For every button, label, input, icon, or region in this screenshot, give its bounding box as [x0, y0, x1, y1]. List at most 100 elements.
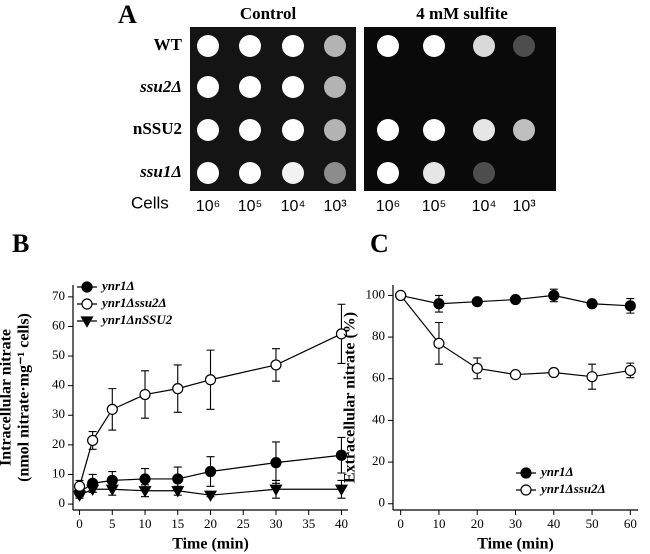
spot	[473, 119, 495, 141]
series-line	[78, 333, 342, 487]
y-axis-title: Intracellular nitrate	[0, 329, 15, 466]
y-tick-label: 60	[372, 370, 385, 385]
marker	[509, 293, 522, 306]
marker	[86, 484, 100, 496]
spot	[324, 119, 346, 141]
marker	[73, 490, 87, 502]
marker	[204, 374, 217, 386]
marker	[204, 465, 217, 478]
legend-label: ynr1Δ	[539, 464, 574, 479]
x-tick-label: 35	[302, 516, 315, 531]
y-tick-label: 40	[372, 411, 385, 426]
marker	[471, 362, 483, 374]
spot	[423, 35, 445, 57]
spot	[282, 119, 304, 141]
spot	[423, 119, 445, 141]
marker	[624, 300, 636, 312]
y-tick-label: 30	[52, 406, 65, 421]
dilution-label: 10³	[512, 198, 536, 215]
spot	[423, 162, 445, 184]
y-tick-label: 50	[52, 347, 65, 362]
y-tick-label: 0	[379, 495, 386, 510]
x-axis-title: Time (min)	[172, 536, 249, 553]
x-tick-label: 30	[509, 516, 522, 531]
x-tick-label: 15	[171, 516, 184, 531]
dilution-label: 10³	[323, 198, 347, 215]
marker	[139, 388, 151, 401]
spot	[324, 162, 346, 184]
spot	[197, 35, 219, 57]
marker	[105, 484, 119, 496]
spot	[513, 119, 535, 141]
y-axis-title: (nmol nitrate·mg⁻¹ cells)	[16, 313, 33, 482]
legend-label: ynr1Δssu2Δ	[100, 295, 167, 310]
condition-label: 4 mM sulfite	[416, 4, 508, 23]
marker	[87, 434, 99, 447]
y-tick-label: 100	[366, 286, 386, 301]
marker	[335, 328, 348, 340]
x-tick-label: 30	[269, 516, 282, 531]
marker	[471, 296, 483, 308]
marker	[334, 484, 348, 496]
condition-label: Control	[240, 4, 297, 23]
x-tick-label: 0	[397, 516, 404, 531]
spot	[377, 35, 399, 57]
marker	[270, 457, 282, 469]
y-tick-label: 70	[52, 288, 65, 303]
marker	[139, 473, 151, 485]
spot	[473, 162, 495, 184]
cells-label: Cells	[131, 193, 169, 212]
strain-label: ssu1Δ	[139, 162, 182, 181]
spot	[473, 35, 495, 57]
spot	[282, 162, 304, 184]
dilution-label: 10⁶	[376, 198, 400, 215]
x-tick-label: 10	[432, 516, 445, 531]
marker	[395, 289, 407, 302]
legend-marker	[80, 316, 94, 328]
y-tick-label: 20	[52, 436, 65, 451]
x-tick-label: 60	[624, 516, 637, 531]
spot	[239, 76, 261, 98]
y-tick-label: 0	[59, 495, 66, 510]
panel-label: A	[118, 0, 137, 29]
spot	[513, 35, 535, 57]
panel-label: C	[370, 229, 389, 258]
legend-marker	[520, 484, 532, 496]
spot	[324, 35, 346, 57]
strain-label: ssu2Δ	[139, 77, 182, 96]
marker	[203, 490, 218, 502]
panel-label: B	[12, 229, 29, 258]
dilution-label: 10⁵	[238, 198, 262, 215]
y-tick-label: 60	[52, 317, 65, 332]
spot	[197, 76, 219, 98]
spot	[282, 76, 304, 98]
x-tick-label: 10	[139, 516, 152, 531]
y-tick-label: 40	[52, 377, 65, 392]
x-tick-label: 20	[471, 516, 484, 531]
marker	[269, 484, 283, 496]
legend-marker	[81, 298, 93, 310]
spot	[197, 162, 219, 184]
y-axis-title: Extracellular nitrate (%)	[342, 312, 359, 483]
dilution-label: 10⁵	[422, 198, 446, 215]
legend-marker	[520, 467, 532, 479]
x-tick-label: 50	[586, 516, 599, 531]
legend-label: ynr1Δssu2Δ	[539, 481, 606, 496]
y-tick-label: 20	[372, 453, 385, 468]
marker	[270, 359, 282, 371]
marker	[171, 486, 185, 498]
spot	[377, 162, 399, 184]
spot	[377, 119, 399, 141]
spots	[197, 35, 535, 184]
x-tick-label: 20	[204, 516, 217, 531]
marker	[106, 403, 118, 415]
x-tick-label: 25	[237, 516, 250, 531]
x-tick-label: 5	[109, 516, 116, 531]
dilution-label: 10⁴	[281, 198, 306, 215]
dilution-label: 10⁴	[472, 198, 497, 215]
strain-label: WT	[154, 35, 183, 54]
legend-label: ynr1ΔnSSU2	[100, 312, 173, 327]
spot	[324, 76, 346, 98]
spot	[239, 162, 261, 184]
y-tick-label: 80	[372, 328, 385, 343]
